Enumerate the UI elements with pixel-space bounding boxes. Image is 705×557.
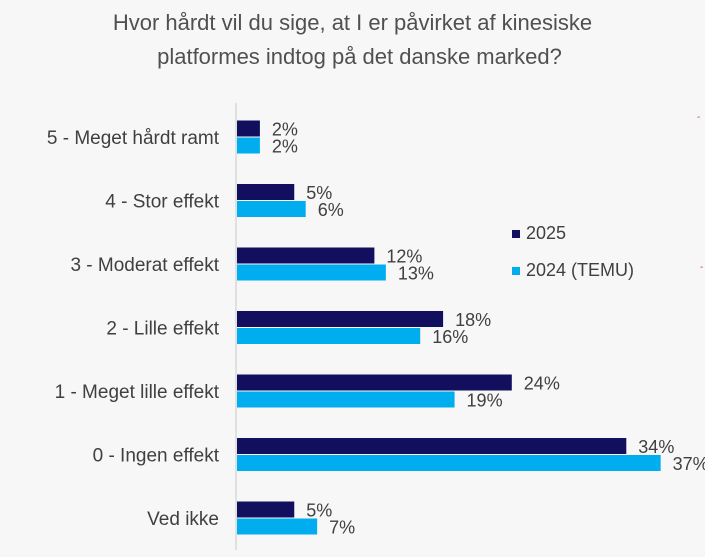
bar-2024	[237, 518, 318, 535]
data-label: 12%	[386, 247, 422, 267]
chart-title-line-2: platformes indtog på det danske marked?	[0, 44, 705, 70]
category-label: 3 - Moderat effekt	[70, 255, 219, 276]
data-label: 2%	[272, 120, 298, 140]
data-label: 13%	[398, 264, 434, 284]
category-label: 0 - Ingen effekt	[93, 446, 220, 467]
legend-swatch-2024	[512, 266, 520, 275]
bar-2024	[237, 137, 260, 154]
chart-title-line-2-text: platformes indtog på det danske marked?	[157, 44, 562, 69]
bar-2024	[237, 455, 661, 471]
data-label: 2%	[272, 137, 298, 157]
bar-2025	[237, 438, 627, 454]
category-label: 2 - Lille effekt	[106, 319, 219, 340]
bar-2024	[237, 328, 421, 344]
decorative-tick: -	[700, 262, 704, 273]
bar-2025	[237, 120, 260, 137]
data-label: 18%	[455, 310, 491, 330]
legend-swatch-2025	[512, 229, 520, 238]
bar-2024	[237, 391, 455, 408]
data-label: 16%	[432, 327, 468, 347]
data-label: 24%	[524, 374, 560, 394]
data-label: 34%	[638, 437, 674, 457]
chart-title-line-1: Hvor hårdt vil du sige, at I er påvirket…	[112, 10, 593, 35]
legend-item-2024: 2024 (TEMU)	[512, 260, 634, 281]
data-label: 7%	[329, 518, 355, 538]
data-label: 37%	[673, 454, 705, 474]
bar-2025	[237, 374, 512, 391]
legend-item-2025: 2025	[512, 223, 566, 244]
bar-2025	[237, 501, 295, 518]
data-label: 5%	[306, 501, 332, 521]
bar-2025	[237, 247, 375, 264]
category-label: 1 - Meget lille effekt	[55, 382, 220, 403]
bar-2024	[237, 201, 306, 217]
bar-2025	[237, 311, 444, 327]
bar-2025	[237, 184, 295, 200]
category-label: Ved ikke	[147, 509, 219, 530]
data-label: 19%	[467, 391, 503, 411]
legend-label-2024: 2024 (TEMU)	[526, 260, 635, 280]
data-label: 6%	[318, 200, 344, 220]
data-label: 5%	[306, 183, 332, 203]
category-label: 5 - Meget hårdt ramt	[47, 128, 220, 149]
legend-label-2025: 2025	[526, 223, 567, 243]
category-label: 4 - Stor effekt	[105, 192, 219, 213]
decorative-tick: -	[697, 112, 701, 123]
bar-2024	[237, 264, 386, 281]
